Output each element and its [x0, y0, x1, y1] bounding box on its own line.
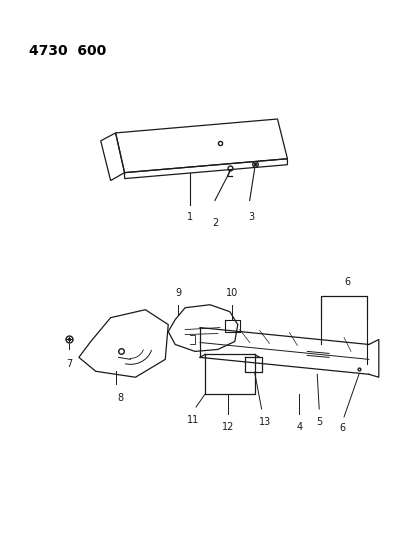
Text: 3: 3 — [248, 212, 255, 222]
Text: 8: 8 — [118, 393, 124, 403]
Text: 11: 11 — [187, 415, 199, 425]
Text: 9: 9 — [175, 288, 181, 298]
Text: 10: 10 — [226, 288, 238, 298]
Text: 4: 4 — [296, 422, 302, 432]
Text: 4730  600: 4730 600 — [29, 44, 106, 58]
Text: 12: 12 — [222, 422, 234, 432]
Text: 13: 13 — [258, 417, 271, 427]
Text: 6: 6 — [344, 277, 350, 287]
Text: 6: 6 — [339, 423, 345, 433]
Text: 1: 1 — [187, 212, 193, 222]
Text: 7: 7 — [66, 359, 72, 369]
Text: 2: 2 — [212, 219, 218, 228]
Text: 5: 5 — [316, 417, 322, 427]
